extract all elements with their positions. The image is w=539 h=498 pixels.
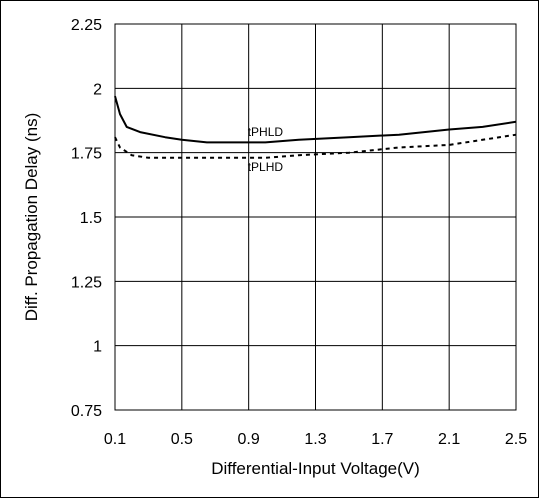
x-tick-label: 0.5 [171, 431, 193, 448]
series-line-tphld [114, 95, 517, 144]
y-tick-labels: 0.75 1 1.25 1.5 1.75 2 2.25 [71, 17, 102, 420]
y-tick-label: 1 [93, 339, 102, 356]
y-tick-label: 1.75 [71, 146, 102, 163]
x-tick-label: 2.1 [438, 431, 460, 448]
y-tick-label: 0.75 [71, 403, 102, 420]
series-line-tplhd [114, 133, 517, 159]
series-annotation: tPLHD [248, 160, 284, 174]
x-tick-labels: 0.1 0.5 0.9 1.3 1.7 2.1 2.5 [104, 431, 527, 448]
y-tick-label: 2 [93, 81, 102, 98]
y-axis-title: Diff. Propagation Delay (ns) [22, 113, 41, 322]
x-axis-title: Differential-Input Voltage(V) [211, 459, 420, 478]
x-tick-label: 0.9 [238, 431, 260, 448]
series-lines [114, 95, 517, 159]
y-tick-label: 1.25 [71, 274, 102, 291]
x-tick-label: 1.3 [304, 431, 326, 448]
grid [114, 23, 517, 411]
x-tick-label: 1.7 [371, 431, 393, 448]
plot-area [114, 23, 517, 411]
series-annotation: tPHLD [248, 125, 284, 139]
x-tick-label: 2.5 [505, 431, 527, 448]
y-tick-label: 2.25 [71, 17, 102, 34]
annotations: tPHLD tPLHD [248, 125, 284, 174]
x-tick-label: 0.1 [104, 431, 126, 448]
y-tick-label: 1.5 [80, 210, 102, 227]
